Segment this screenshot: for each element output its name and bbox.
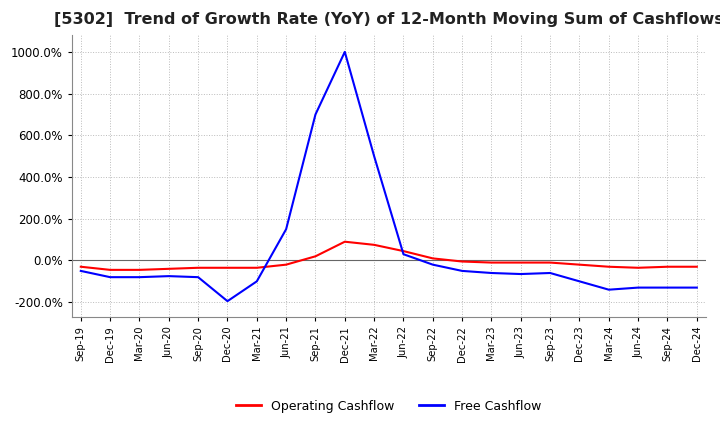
Legend: Operating Cashflow, Free Cashflow: Operating Cashflow, Free Cashflow bbox=[231, 395, 546, 418]
Title: [5302]  Trend of Growth Rate (YoY) of 12-Month Moving Sum of Cashflows: [5302] Trend of Growth Rate (YoY) of 12-… bbox=[54, 12, 720, 27]
